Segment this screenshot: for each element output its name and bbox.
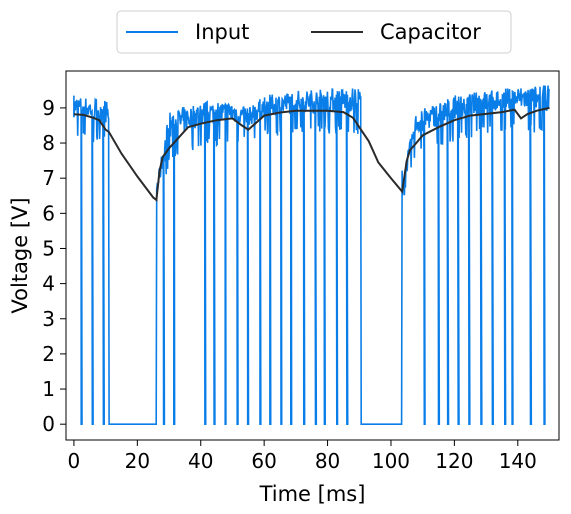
x-axis: 0 20 40 60 80 100 120 140 bbox=[68, 440, 537, 473]
y-tick-label: 7 bbox=[42, 166, 55, 190]
plot-frame bbox=[65, 70, 560, 441]
x-tick-label: 20 bbox=[125, 449, 150, 473]
x-tick-label: 60 bbox=[251, 449, 276, 473]
y-tick-label: 3 bbox=[42, 307, 55, 331]
x-tick-label: 0 bbox=[68, 449, 81, 473]
plot-area bbox=[65, 70, 560, 441]
x-axis-title: Time [ms] bbox=[259, 482, 366, 506]
y-tick-label: 5 bbox=[42, 236, 55, 260]
legend-label-input: Input bbox=[195, 20, 249, 44]
y-axis-title: Voltage [V] bbox=[8, 197, 32, 313]
y-tick-label: 8 bbox=[42, 131, 55, 155]
x-tick-label: 100 bbox=[372, 449, 410, 473]
y-tick-label: 0 bbox=[42, 412, 55, 436]
x-tick-label: 80 bbox=[315, 449, 340, 473]
y-tick-label: 1 bbox=[42, 377, 55, 401]
legend: Input Capacitor bbox=[116, 10, 512, 54]
y-tick-label: 6 bbox=[42, 201, 55, 225]
series-input bbox=[73, 85, 550, 425]
x-tick-label: 120 bbox=[435, 449, 473, 473]
x-tick-label: 140 bbox=[499, 449, 537, 473]
series-capacitor bbox=[73, 106, 550, 202]
x-tick-label: 40 bbox=[188, 449, 213, 473]
y-tick-label: 2 bbox=[42, 342, 55, 366]
y-axis: 0 1 2 3 4 5 6 7 8 9 bbox=[42, 96, 66, 436]
legend-label-capacitor: Capacitor bbox=[380, 20, 481, 44]
y-tick-label: 4 bbox=[42, 272, 55, 296]
input-signal-line bbox=[73, 85, 550, 425]
y-tick-label: 9 bbox=[42, 96, 55, 120]
